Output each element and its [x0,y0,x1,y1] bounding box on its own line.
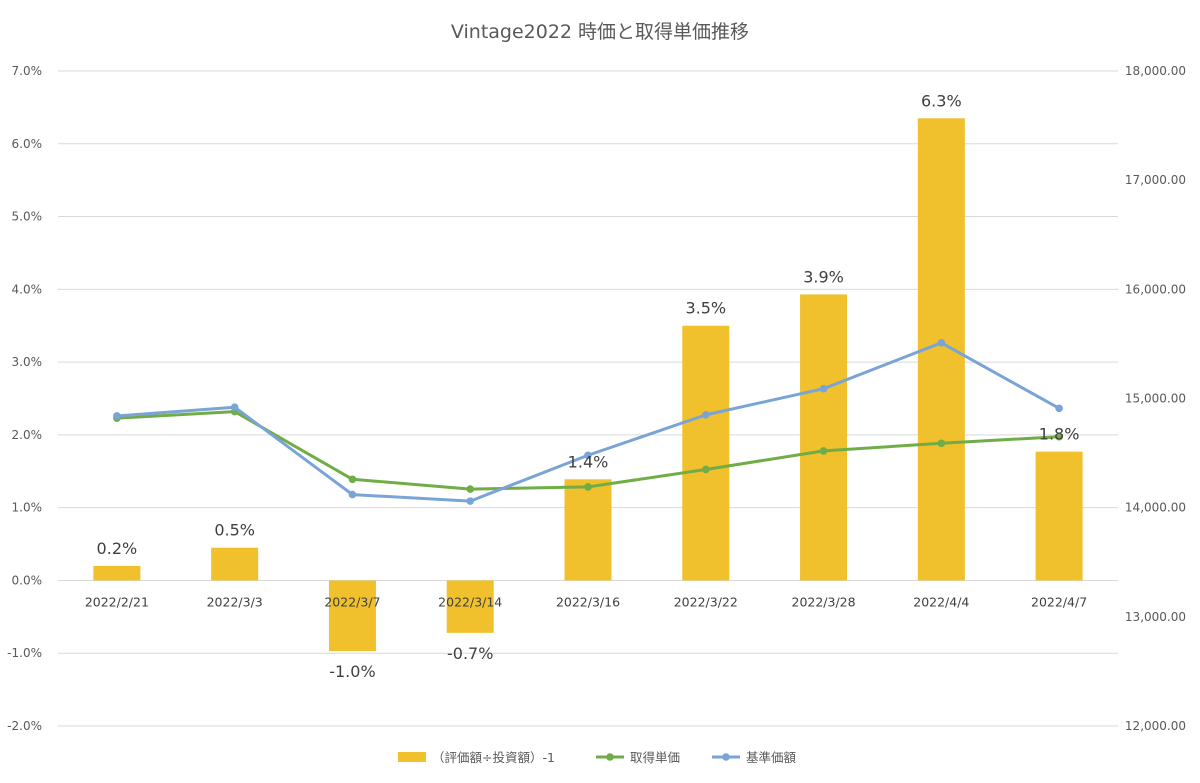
bar-series [93,118,1083,652]
line-point [701,411,710,419]
line-series [113,339,1063,505]
line-point [1055,432,1063,441]
left-axis-tick-label: 6.0% [12,137,43,151]
bar-data-label: 3.5% [685,299,726,318]
line-point [348,490,357,499]
bar [446,580,494,633]
line-point [937,339,946,347]
left-axis-tick-label: 4.0% [12,282,43,296]
bar-data-label: -1.0% [329,662,375,681]
right-axis-tick-label: 15,000.00 [1125,392,1186,406]
left-axis-tick-label: 3.0% [12,355,43,369]
line-point [466,485,475,493]
bar [93,565,141,581]
category-label: 2022/3/7 [324,594,380,609]
bar [800,294,848,581]
line-point [230,403,239,412]
category-label: 2022/4/7 [1031,594,1087,609]
chart-title: Vintage2022 時価と取得単価推移 [451,21,749,43]
left-axis-tick-label: 7.0% [12,64,43,78]
line-point [819,447,828,455]
right-axis-tick-label: 13,000.00 [1125,610,1186,624]
bar-data-label: -0.7% [447,644,493,663]
line-point [466,497,475,505]
category-label: 2022/3/16 [556,594,620,609]
line-point [584,451,592,460]
line-point [937,439,946,448]
legend: （評価額÷投資額）-1 取得単価 基準価額 [398,750,797,765]
line-point [113,412,121,420]
bar [328,580,376,652]
right-axis-tick-label: 14,000.00 [1125,501,1186,515]
right-axis-tick-label: 18,000.00 [1125,64,1186,78]
left-axis-tick-label: 2.0% [12,428,43,442]
category-label: 2022/3/22 [674,594,738,609]
right-axis-tick-label: 17,000.00 [1125,173,1186,187]
legend-swatch-marker [606,753,614,761]
category-label: 2022/2/21 [85,594,149,609]
bar-data-label: 1.8% [1039,425,1080,444]
legend-label: （評価額÷投資額）-1 [432,750,555,765]
right-axis-tick-label: 12,000.00 [1125,719,1186,733]
left-axis-tick-label: 0.0% [12,573,43,587]
category-label: 2022/3/28 [792,594,856,609]
legend-swatch-marker [722,753,730,761]
line-point [348,475,357,484]
category-label: 2022/3/3 [207,594,263,609]
line-point [819,384,828,393]
bar [1035,451,1083,581]
bar [564,479,612,581]
left-axis-tick-label: 1.0% [12,501,43,515]
bar-data-label: 6.3% [921,91,962,110]
bar-data-label: 0.5% [214,521,255,540]
category-label: 2022/3/14 [438,594,502,609]
bar [682,325,730,581]
left-axis-tick-label: -2.0% [7,719,42,733]
line-point [1055,404,1063,413]
category-label: 2022/4/4 [913,594,969,609]
bar-data-label: 1.4% [568,452,609,471]
line-point [584,483,592,491]
left-axis-tick-label: 5.0% [12,210,43,224]
left-axis-tick-label: -1.0% [7,646,42,660]
legend-label: 取得単価 [630,750,680,765]
series-line [115,341,1061,503]
bar-data-label: 3.9% [803,267,844,286]
bar-data-label: 0.2% [97,539,138,558]
bar [211,547,259,581]
legend-label: 基準価額 [746,750,797,765]
right-axis-tick-label: 16,000.00 [1125,282,1186,296]
legend-swatch-bar [398,752,426,762]
line-point [701,465,710,474]
labels: -2.0% -1.0% 0.0% 1.0% 2.0% 3.0% 4.0% 5.0% 6.0% 7.… [7,64,1186,733]
